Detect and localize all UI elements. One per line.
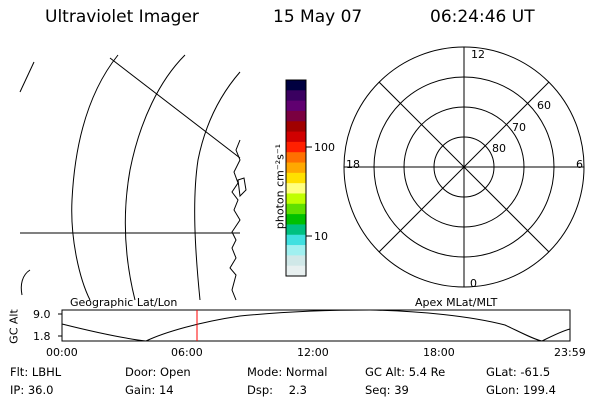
instrument-title: Ultraviolet Imager — [45, 7, 199, 27]
color-bar-band — [286, 121, 306, 133]
color-bar-band — [286, 90, 306, 102]
color-bar-band — [286, 100, 306, 112]
status-door: Door: Open — [125, 365, 191, 379]
color-bar-band — [286, 80, 306, 91]
color-bar-frame — [285, 79, 307, 277]
status-gc-alt: GC Alt: 5.4 Re — [365, 365, 446, 379]
coastline — [229, 139, 241, 301]
color-bar-band — [286, 141, 306, 153]
polar-diagonal-2 — [378, 81, 550, 253]
date-label: 15 May 07 — [273, 7, 363, 27]
mlat-label-80: 80 — [492, 142, 506, 155]
status-glat: GLat: -61.5 — [486, 365, 551, 379]
status-mode: Mode: Normal — [247, 365, 328, 379]
color-bar-band — [286, 162, 306, 174]
altitude-ytick-label-9: 9.0 — [33, 308, 51, 321]
status-gain: Gain: 14 — [125, 383, 174, 397]
altitude-frame — [61, 309, 571, 342]
status-ip: IP: 36.0 — [10, 383, 54, 397]
altitude-plot — [58, 309, 571, 342]
mlt-label-18: 18 — [346, 158, 360, 171]
color-bar-band — [286, 131, 306, 143]
polar-plot — [343, 46, 585, 288]
mlt-label-12: 12 — [471, 48, 485, 61]
geographic-label: Geographic Lat/Lon — [70, 296, 178, 309]
map-grid-arc-4 — [194, 71, 241, 301]
color-bar-band — [286, 214, 306, 226]
apex-label: Apex MLat/MLT — [415, 296, 498, 309]
color-bar-band — [286, 224, 306, 236]
color-bar-band — [286, 234, 306, 246]
color-bar-band — [286, 110, 306, 122]
status-dsp: Dsp: 2.3 — [247, 383, 307, 397]
time-label: 06:24:46 UT — [430, 7, 535, 27]
coastline-island — [237, 177, 247, 198]
color-bar-label-100: 100 — [314, 141, 335, 154]
color-bar-band — [286, 265, 306, 277]
altitude-ylabel: GC Alt — [7, 309, 21, 344]
map-grid-arc-1 — [19, 61, 35, 93]
status-glon: GLon: 199.4 — [486, 383, 556, 397]
altitude-ytick-label-1.8: 1.8 — [33, 330, 51, 343]
map-grid-arc-2 — [71, 54, 119, 301]
altitude-xtick-4: 23:59 — [554, 346, 586, 359]
mlt-label-6: 6 — [576, 158, 583, 171]
altitude-curve — [61, 309, 571, 342]
geographic-map — [19, 54, 247, 301]
color-bar-band — [286, 183, 306, 195]
status-flt: Flt: LBHL — [10, 365, 62, 379]
color-bar — [286, 80, 306, 277]
altitude-xtick-0: 00:00 — [46, 346, 78, 359]
color-bar-band — [286, 152, 306, 164]
color-bar-unit: photon cm⁻²s⁻¹ — [273, 143, 287, 230]
color-bar-band — [286, 203, 306, 215]
status-seq: Seq: 39 — [365, 383, 409, 397]
altitude-xtick-2: 12:00 — [297, 346, 329, 359]
altitude-xtick-3: 18:00 — [423, 346, 455, 359]
color-bar-band — [286, 245, 306, 256]
mlat-label-70: 70 — [512, 121, 526, 134]
altitude-xtick-1: 06:00 — [171, 346, 203, 359]
mlt-label-0: 0 — [470, 277, 477, 290]
color-bar-band — [286, 172, 306, 184]
color-bar-label-10: 10 — [314, 230, 328, 243]
color-bar-band — [286, 193, 306, 205]
color-bar-band — [286, 255, 306, 267]
map-meridian — [109, 57, 241, 159]
map-grid-arc-5 — [20, 269, 31, 296]
map-grid-arc-3 — [124, 54, 186, 301]
mlat-label-60: 60 — [537, 99, 551, 112]
